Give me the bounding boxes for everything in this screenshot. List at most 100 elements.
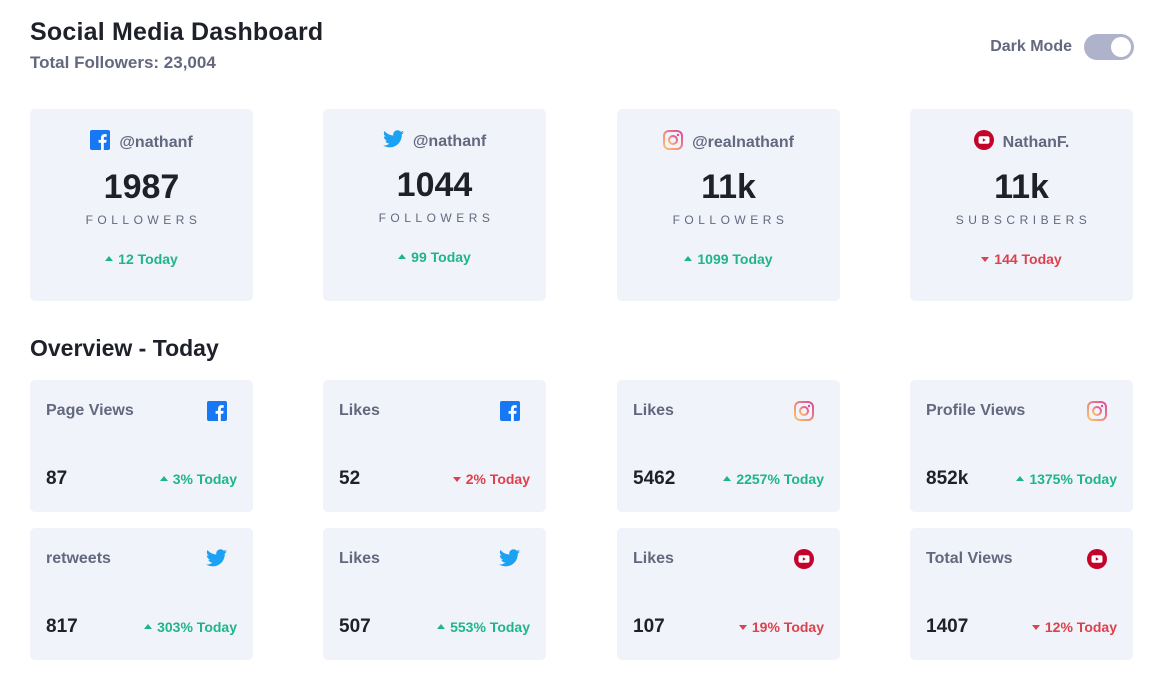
overview-value: 817 <box>46 616 78 637</box>
overview-value: 507 <box>339 616 371 637</box>
arrow-up-icon <box>159 475 168 481</box>
toggle-knob <box>1111 37 1131 57</box>
arrow-down-icon <box>981 256 990 262</box>
overview-change: 2% Today <box>452 471 530 487</box>
change-text: 553% Today <box>450 619 530 635</box>
instagram-icon <box>1087 401 1107 426</box>
overview-label: Likes <box>339 402 380 419</box>
dark-mode-toggle[interactable] <box>1084 34 1134 60</box>
dark-mode-control: Dark Mode <box>990 34 1134 60</box>
arrow-down-icon <box>1031 624 1040 630</box>
change-text: 1375% Today <box>1029 471 1117 487</box>
metric-label: SUBSCRIBERS <box>955 213 1092 227</box>
arrow-up-icon <box>684 255 693 261</box>
arrow-up-icon <box>437 623 446 629</box>
overview-change: 553% Today <box>437 619 530 635</box>
overview-card-youtube-likes: Likes 107 19% Today <box>617 528 840 660</box>
daily-change: 144 Today <box>910 251 1133 267</box>
follower-count: 1987 <box>103 168 180 206</box>
card-handle-row: NathanF. <box>910 130 1133 155</box>
overview-label: Profile Views <box>926 402 1026 419</box>
overview-label: Likes <box>339 550 380 567</box>
arrow-up-icon <box>144 623 153 629</box>
change-text: 19% Today <box>751 619 824 635</box>
change-text: 303% Today <box>157 619 237 635</box>
overview-change: 1375% Today <box>1016 471 1117 487</box>
instagram-followers-card: @realnathanf 11k FOLLOWERS 1099 Today <box>617 109 840 301</box>
overview-label: Total Views <box>926 550 1013 567</box>
overview-card-youtube-total-views: Total Views 1407 12% Today <box>910 528 1133 660</box>
overview-change: 19% Today <box>738 619 824 635</box>
overview-change: 12% Today <box>1031 619 1117 635</box>
change-text: 99 Today <box>411 249 471 265</box>
overview-card-facebook-page-views: Page Views 87 3% Today <box>30 380 253 512</box>
dark-mode-label: Dark Mode <box>990 38 1072 55</box>
facebook-icon <box>207 401 227 426</box>
card-handle: @realnathanf <box>692 133 794 151</box>
card-handle-row: @realnathanf <box>617 130 840 155</box>
overview-card-instagram-likes: Likes 5462 2257% Today <box>617 380 840 512</box>
arrow-up-icon <box>105 255 114 261</box>
instagram-icon <box>794 401 814 426</box>
overview-card-twitter-retweets: retweets 817 303% Today <box>30 528 253 660</box>
subscriber-count: 11k <box>994 168 1049 206</box>
card-handle-row: @nathanf <box>30 130 253 155</box>
arrow-up-icon <box>723 475 732 481</box>
overview-value: 52 <box>339 468 361 489</box>
arrow-down-icon <box>738 624 747 630</box>
total-followers: Total Followers: 23,004 <box>30 53 216 72</box>
youtube-icon <box>1087 549 1107 574</box>
instagram-icon <box>663 130 684 155</box>
overview-change: 3% Today <box>159 471 237 487</box>
card-handle-row: @nathanf <box>323 130 546 153</box>
card-handle: NathanF. <box>1002 133 1070 151</box>
facebook-icon <box>500 401 520 426</box>
dashboard-header: Social Media Dashboard Total Followers: … <box>30 18 323 73</box>
overview-card-instagram-profile-views: Profile Views 852k 1375% Today <box>910 380 1133 512</box>
youtube-icon <box>794 549 814 574</box>
arrow-up-icon <box>398 253 407 259</box>
card-handle: @nathanf <box>119 133 193 151</box>
overview-label: Likes <box>633 550 674 567</box>
facebook-icon <box>90 130 111 155</box>
follower-count: 1044 <box>396 166 473 204</box>
metric-label: FOLLOWERS <box>378 211 495 225</box>
overview-title: Overview - Today <box>30 335 219 361</box>
overview-label: Page Views <box>46 402 134 419</box>
twitter-icon <box>382 130 404 153</box>
overview-value: 852k <box>926 468 969 489</box>
change-text: 1099 Today <box>697 251 773 267</box>
change-text: 12 Today <box>118 251 178 267</box>
daily-change: 99 Today <box>323 249 546 265</box>
overview-change: 303% Today <box>144 619 237 635</box>
card-handle: @nathanf <box>412 132 487 150</box>
change-text: 3% Today <box>172 471 237 487</box>
overview-change: 2257% Today <box>723 471 824 487</box>
change-text: 12% Today <box>1044 619 1117 635</box>
page-title: Social Media Dashboard <box>30 18 324 46</box>
arrow-down-icon <box>452 476 461 482</box>
twitter-icon <box>206 549 227 572</box>
daily-change: 12 Today <box>30 251 253 267</box>
metric-label: FOLLOWERS <box>85 213 202 227</box>
overview-value: 107 <box>633 616 665 637</box>
change-text: 2257% Today <box>736 471 824 487</box>
overview-value: 87 <box>46 468 68 489</box>
twitter-icon <box>499 549 520 572</box>
daily-change: 1099 Today <box>617 251 840 267</box>
overview-card-twitter-likes: Likes 507 553% Today <box>323 528 546 660</box>
overview-label: retweets <box>46 550 111 567</box>
change-text: 144 Today <box>994 251 1062 267</box>
overview-value: 5462 <box>633 468 676 489</box>
overview-card-facebook-likes: Likes 52 2% Today <box>323 380 546 512</box>
arrow-up-icon <box>1016 475 1025 481</box>
facebook-followers-card: @nathanf 1987 FOLLOWERS 12 Today <box>30 109 253 301</box>
youtube-subscribers-card: NathanF. 11k SUBSCRIBERS 144 Today <box>910 109 1133 301</box>
change-text: 2% Today <box>465 471 530 487</box>
twitter-followers-card: @nathanf 1044 FOLLOWERS 99 Today <box>323 109 546 301</box>
follower-count: 11k <box>701 168 756 206</box>
overview-value: 1407 <box>926 616 969 637</box>
youtube-icon <box>973 130 994 155</box>
overview-label: Likes <box>633 402 674 419</box>
metric-label: FOLLOWERS <box>672 213 789 227</box>
